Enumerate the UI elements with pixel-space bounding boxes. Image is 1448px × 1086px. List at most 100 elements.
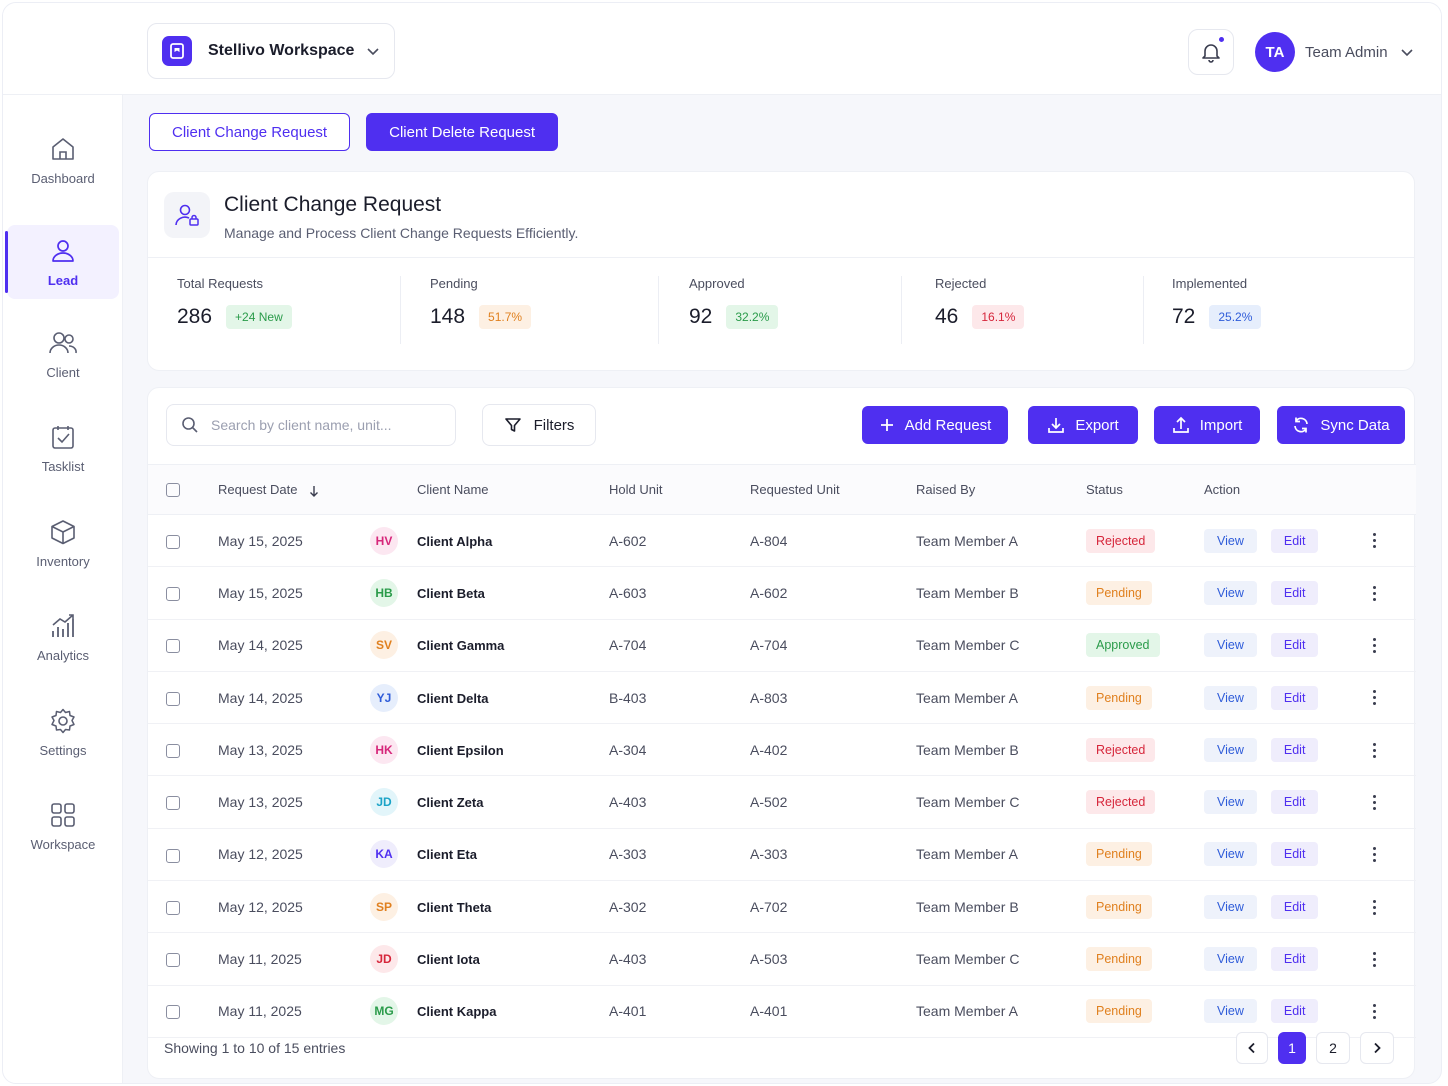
action-cell: View Edit: [1204, 514, 1416, 568]
row-select-cell: [148, 566, 218, 620]
edit-button[interactable]: Edit: [1270, 999, 1319, 1024]
notification-dot: [1217, 35, 1226, 44]
row-checkbox[interactable]: [166, 900, 180, 915]
user-menu[interactable]: TA Team Admin: [1255, 31, 1414, 73]
edit-button[interactable]: Edit: [1270, 580, 1319, 605]
more-options-icon[interactable]: [1368, 951, 1380, 967]
row-checkbox[interactable]: [166, 1005, 180, 1020]
row-checkbox[interactable]: [166, 796, 180, 811]
view-button[interactable]: View: [1204, 580, 1257, 605]
tab-client-change-request[interactable]: Client Change Request: [149, 113, 351, 151]
export-button[interactable]: Export: [1028, 406, 1138, 444]
request-date: May 15, 2025: [218, 514, 370, 568]
plus-icon: [880, 419, 893, 431]
client-initials-avatar: JD: [370, 788, 398, 817]
arrow-down-icon: [310, 485, 319, 497]
hold-unit: A-602: [609, 514, 750, 568]
view-button[interactable]: View: [1204, 842, 1257, 867]
more-options-icon[interactable]: [1368, 794, 1380, 810]
column-request-date[interactable]: Request Date: [218, 464, 370, 515]
more-options-icon[interactable]: [1368, 1004, 1380, 1020]
row-checkbox[interactable]: [166, 953, 180, 968]
more-options-icon[interactable]: [1368, 690, 1380, 706]
prev-page-button[interactable]: [1236, 1032, 1268, 1064]
column-label: Request Date: [218, 482, 298, 497]
more-options-icon[interactable]: [1368, 585, 1380, 601]
bell-icon: [1202, 44, 1220, 63]
add-request-button[interactable]: Add Request: [862, 406, 1008, 444]
row-checkbox[interactable]: [166, 534, 180, 549]
more-options-icon[interactable]: [1368, 847, 1380, 863]
workspace-switcher[interactable]: Stellivo Workspace: [147, 23, 395, 79]
page-subtitle: Manage and Process Client Change Request…: [224, 225, 579, 241]
edit-button[interactable]: Edit: [1270, 737, 1319, 762]
sidebar-item-settings[interactable]: Settings: [7, 695, 119, 769]
action-cell: View Edit: [1204, 985, 1416, 1038]
tab-client-delete-request[interactable]: Client Delete Request: [366, 113, 559, 151]
client-name: Client Theta: [417, 899, 492, 915]
more-options-icon[interactable]: [1368, 899, 1380, 915]
action-cell: View Edit: [1204, 566, 1416, 620]
sidebar-item-dashboard[interactable]: Dashboard: [7, 123, 119, 197]
sidebar-item-workspace[interactable]: Workspace: [7, 789, 119, 863]
table-row: May 13, 2025 HK Client Epsilon A-304 A-402 Te…: [148, 723, 1416, 777]
edit-button[interactable]: Edit: [1270, 528, 1319, 553]
stat-label: Rejected: [935, 276, 987, 291]
view-button[interactable]: View: [1204, 790, 1257, 815]
table-row: May 11, 2025 JD Client Iota A-403 A-503 Team …: [148, 932, 1416, 986]
select-all-checkbox[interactable]: [166, 483, 180, 498]
workspace-logo-icon: [162, 36, 192, 66]
search-input[interactable]: [211, 417, 441, 433]
view-button[interactable]: View: [1204, 528, 1257, 553]
edit-button[interactable]: Edit: [1270, 685, 1319, 710]
page-2-button[interactable]: 2: [1316, 1032, 1350, 1064]
request-date: May 14, 2025: [218, 671, 370, 725]
import-button[interactable]: Import: [1154, 406, 1260, 444]
sidebar-item-inventory[interactable]: Inventory: [7, 506, 119, 580]
client-avatar-cell: SP: [370, 880, 417, 934]
view-button[interactable]: View: [1204, 999, 1257, 1024]
view-button[interactable]: View: [1204, 685, 1257, 710]
edit-button[interactable]: Edit: [1270, 842, 1319, 867]
sidebar-item-label: Analytics: [36, 647, 90, 663]
sidebar-item-tasklist[interactable]: Tasklist: [7, 411, 119, 485]
sidebar-item-label: Settings: [39, 742, 87, 758]
client-name-cell: Client Theta: [417, 880, 609, 934]
edit-button[interactable]: Edit: [1270, 633, 1319, 658]
action-cell: View Edit: [1204, 880, 1416, 934]
view-button[interactable]: View: [1204, 737, 1257, 762]
sidebar-item-lead[interactable]: Lead: [5, 225, 119, 299]
filters-button[interactable]: Filters: [482, 404, 596, 446]
view-button[interactable]: View: [1204, 633, 1257, 658]
sidebar-item-analytics[interactable]: Analytics: [7, 600, 119, 674]
stats-row: Total Requests 286 +24 New Pending 148 5…: [148, 258, 1414, 372]
client-name: Client Delta: [417, 690, 489, 706]
summary-header: Client Change Request Manage and Process…: [148, 172, 1414, 258]
more-options-icon[interactable]: [1368, 742, 1380, 758]
row-select-cell: [148, 828, 218, 882]
edit-button[interactable]: Edit: [1270, 790, 1319, 815]
edit-button[interactable]: Edit: [1270, 947, 1319, 972]
page-1-button[interactable]: 1: [1278, 1032, 1306, 1064]
row-checkbox[interactable]: [166, 848, 180, 863]
sync-data-button[interactable]: Sync Data: [1277, 406, 1405, 444]
row-checkbox[interactable]: [166, 691, 180, 706]
row-checkbox[interactable]: [166, 587, 180, 602]
client-avatar-cell: HV: [370, 514, 417, 568]
row-checkbox[interactable]: [166, 743, 180, 758]
client-avatar-cell: KA: [370, 828, 417, 882]
row-checkbox[interactable]: [166, 639, 180, 654]
table-row: May 12, 2025 KA Client Eta A-303 A-303 Team M…: [148, 828, 1416, 882]
view-button[interactable]: View: [1204, 894, 1257, 919]
more-options-icon[interactable]: [1368, 638, 1380, 654]
edit-button[interactable]: Edit: [1270, 894, 1319, 919]
upload-icon: [1172, 416, 1189, 433]
next-page-button[interactable]: [1360, 1032, 1394, 1064]
client-initials-avatar: SP: [370, 892, 398, 921]
table-header-row: Request Date Client Name Hold Unit Reque…: [148, 464, 1416, 515]
sidebar-item-client[interactable]: Client: [7, 317, 119, 391]
more-options-icon[interactable]: [1368, 533, 1380, 549]
notifications-button[interactable]: [1188, 29, 1234, 75]
view-button[interactable]: View: [1204, 947, 1257, 972]
row-select-cell: [148, 514, 218, 568]
